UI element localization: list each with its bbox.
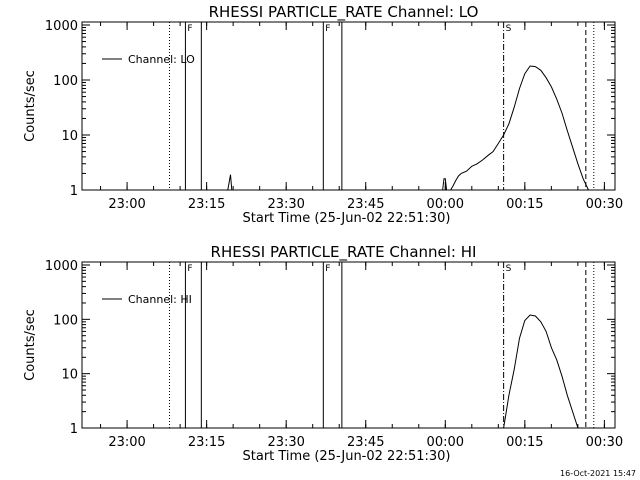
x-tick-label: 00:30 bbox=[586, 197, 623, 212]
x-tick-label: 00:00 bbox=[427, 435, 464, 450]
chart-panel-lo: RHESSI PARTICLE_RATE Channel: LO 1 10 100 10… bbox=[23, 3, 623, 226]
y-tick-label: 10 bbox=[61, 129, 78, 144]
plot-frame bbox=[81, 21, 616, 191]
plot-frame bbox=[81, 261, 616, 429]
time-marker-label: S bbox=[506, 264, 512, 274]
y-tick-label: 1 bbox=[70, 184, 78, 199]
y-tick-label: 100 bbox=[53, 74, 78, 89]
y-tick-label: 10 bbox=[61, 368, 78, 383]
time-marker-label: F bbox=[187, 24, 192, 34]
x-tick-label: 00:15 bbox=[506, 435, 543, 450]
chart-title: RHESSI PARTICLE_RATE Channel: LO bbox=[209, 3, 479, 22]
chart-panel-hi: RHESSI PARTICLE_RATE Channel: HI 1 10 100 10… bbox=[23, 243, 623, 464]
x-tick-label: 00:30 bbox=[586, 435, 623, 450]
x-tick-label: 00:00 bbox=[427, 197, 464, 212]
y-tick-label: 1000 bbox=[45, 259, 78, 274]
legend-label: Channel: HI bbox=[128, 293, 192, 306]
x-tick-label: 23:30 bbox=[267, 197, 304, 212]
x-axis-label: Start Time (25-Jun-02 22:51:30) bbox=[243, 211, 451, 226]
y-tick-label: 100 bbox=[53, 313, 78, 328]
series-line bbox=[503, 314, 579, 429]
time-marker-label: F bbox=[187, 264, 192, 274]
x-tick-label: 23:45 bbox=[347, 197, 384, 212]
x-tick-label: 23:30 bbox=[267, 435, 304, 450]
y-tick-label: 1000 bbox=[45, 19, 78, 34]
series-line bbox=[227, 174, 233, 191]
x-tick-label: 23:15 bbox=[188, 435, 225, 450]
legend-label: Channel: LO bbox=[128, 53, 195, 66]
x-tick-label: 23:15 bbox=[188, 197, 225, 212]
x-tick-label: 23:00 bbox=[108, 435, 145, 450]
time-marker-label: F bbox=[325, 264, 330, 274]
x-tick-label: 00:15 bbox=[506, 197, 543, 212]
footer-timestamp: 16-Oct-2021 15:47 bbox=[560, 469, 636, 478]
x-tick-label: 23:00 bbox=[108, 197, 145, 212]
x-tick-label: 23:45 bbox=[347, 435, 384, 450]
y-axis-label: Counts/sec bbox=[23, 309, 38, 381]
chart-title: RHESSI PARTICLE_RATE Channel: HI bbox=[211, 243, 477, 262]
y-axis-label: Counts/sec bbox=[23, 70, 38, 142]
time-marker-label: S bbox=[506, 24, 512, 34]
time-marker-label: F bbox=[325, 24, 330, 34]
y-tick-label: 1 bbox=[70, 422, 78, 437]
series-line bbox=[442, 65, 589, 191]
x-axis-label: Start Time (25-Jun-02 22:51:30) bbox=[243, 449, 451, 464]
